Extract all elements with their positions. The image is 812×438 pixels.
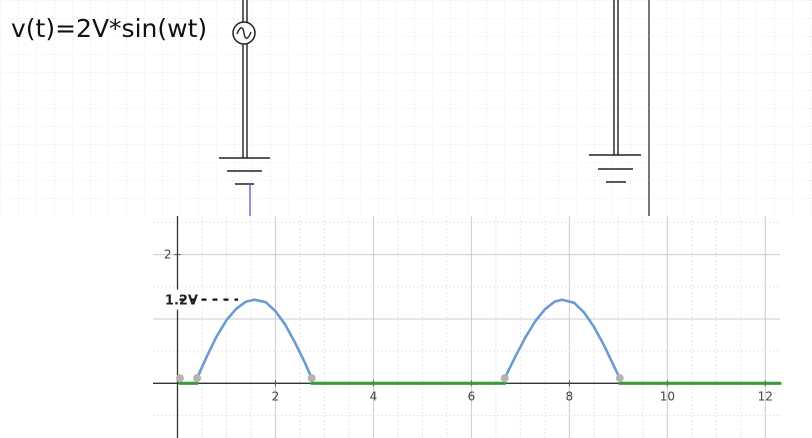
plot-series (178, 298, 782, 385)
plot-annotation: 1.2V (157, 289, 239, 310)
transition-point (500, 374, 509, 383)
x-tick-label: 12 (758, 389, 773, 403)
plot-background (153, 216, 780, 438)
transition-point (615, 374, 624, 383)
plot-ticks: 2 4 6 8 10 12 2 (164, 248, 773, 404)
transition-point (175, 374, 184, 383)
transition-point (193, 374, 202, 383)
source-label: v(t)=2V*sin(wt) (11, 14, 208, 43)
x-tick-label: 2 (272, 389, 280, 403)
plot-markers (175, 374, 624, 383)
schematic-grid (0, 0, 812, 214)
x-tick-label: 6 (468, 389, 476, 403)
ground-icon-right[interactable] (589, 154, 641, 183)
ac-source-icon[interactable] (232, 21, 256, 45)
right-branch (589, 0, 650, 216)
output-half-wave-curve (195, 298, 622, 380)
left-branch (219, 0, 270, 216)
ground-icon[interactable] (219, 157, 270, 185)
x-tick-label: 8 (566, 389, 574, 403)
y-tick-label: 2 (164, 248, 172, 262)
x-tick-label: 10 (660, 389, 675, 403)
transition-point (307, 374, 316, 383)
annotation-label: 1.2V (165, 294, 198, 309)
x-tick-label: 4 (370, 389, 378, 403)
